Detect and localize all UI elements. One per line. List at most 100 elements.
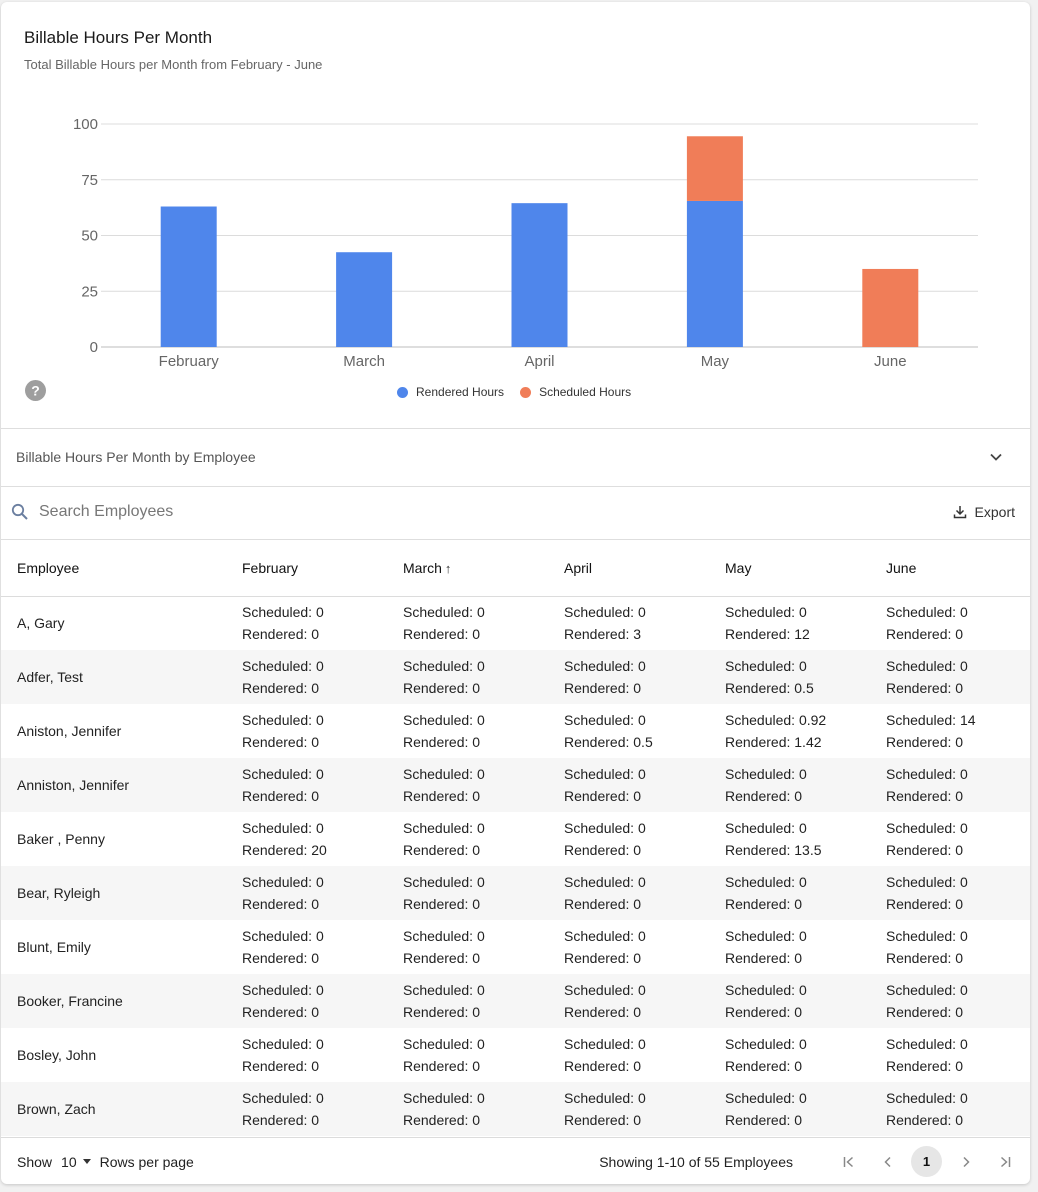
- page-button-current[interactable]: 1: [911, 1146, 942, 1177]
- help-icon[interactable]: ?: [25, 380, 46, 401]
- rendered-value: Rendered: 0: [886, 842, 964, 858]
- rendered-value: Rendered: 0: [403, 950, 481, 966]
- scheduled-value: Scheduled: 0: [242, 982, 324, 998]
- cell-april: Scheduled: 0 Rendered: 0: [564, 920, 725, 974]
- scheduled-value: Scheduled: 0: [725, 982, 807, 998]
- scheduled-value: Scheduled: 0: [725, 658, 807, 674]
- legend-item-rendered[interactable]: Rendered Hours: [397, 385, 504, 399]
- column-header-june[interactable]: June: [886, 540, 1030, 596]
- rendered-value: Rendered: 0: [403, 896, 481, 912]
- table-row: Blunt, Emily Scheduled: 0 Rendered: 0 Sched…: [1, 920, 1030, 974]
- rendered-value: Rendered: 0: [403, 626, 481, 643]
- bar-rendered: [336, 252, 393, 347]
- scheduled-value: Scheduled: 0: [886, 874, 968, 890]
- cell-june: Scheduled: 0 Rendered: 0: [886, 650, 1030, 704]
- bar-rendered: [686, 200, 743, 347]
- scheduled-value: Scheduled: 0: [886, 820, 968, 836]
- cell-june: Scheduled: 0 Rendered: 0: [886, 1028, 1030, 1082]
- caret-down-icon: [82, 1159, 91, 1164]
- cell-may: Scheduled: 0 Rendered: 0: [725, 1028, 886, 1082]
- column-header-february[interactable]: February: [242, 540, 403, 596]
- scheduled-value: Scheduled: 0: [886, 766, 968, 782]
- cell-april: Scheduled: 0 Rendered: 0: [564, 812, 725, 866]
- rendered-value: Rendered: 0: [725, 1112, 803, 1128]
- divider: [1, 486, 1030, 487]
- rows-per-page-label: Rows per page: [99, 1153, 194, 1170]
- column-header-april[interactable]: April: [564, 540, 725, 596]
- scheduled-value: Scheduled: 0: [403, 604, 485, 621]
- cell-june: Scheduled: 0 Rendered: 0: [886, 920, 1030, 974]
- last-page-button[interactable]: [989, 1146, 1020, 1177]
- table-row: Adfer, Test Scheduled: 0 Rendered: 0 Schedu…: [1, 650, 1030, 704]
- cell-february: Scheduled: 0 Rendered: 20: [242, 812, 403, 866]
- x-tick-label: May: [701, 353, 730, 370]
- scheduled-value: Scheduled: 0: [242, 874, 324, 890]
- rendered-value: Rendered: 0: [725, 950, 803, 966]
- first-page-button[interactable]: [833, 1146, 864, 1177]
- cell-april: Scheduled: 0 Rendered: 0: [564, 1028, 725, 1082]
- chevron-down-icon[interactable]: [987, 448, 1005, 466]
- scheduled-value: Scheduled: 0: [242, 1090, 324, 1106]
- employee-section-toggle[interactable]: Billable Hours Per Month by Employee: [1, 429, 1030, 485]
- y-tick-label: 25: [81, 283, 98, 300]
- cell-april: Scheduled: 0 Rendered: 0: [564, 650, 725, 704]
- rendered-value: Rendered: 0.5: [725, 680, 814, 696]
- rendered-value: Rendered: 0: [242, 1112, 320, 1128]
- chart-title: Billable Hours Per Month: [24, 28, 213, 47]
- rendered-value: Rendered: 0: [886, 896, 964, 912]
- bar-rendered: [511, 203, 568, 347]
- column-header-may[interactable]: May: [725, 540, 886, 596]
- column-header-employee[interactable]: Employee: [1, 540, 242, 596]
- rendered-value: Rendered: 0: [242, 896, 320, 912]
- scheduled-value: Scheduled: 0: [886, 604, 968, 621]
- employee-name: Baker , Penny: [17, 831, 105, 847]
- scheduled-value: Scheduled: 0: [725, 604, 807, 621]
- rows-per-page-select[interactable]: 10: [61, 1154, 91, 1170]
- cell-february: Scheduled: 0 Rendered: 0: [242, 974, 403, 1028]
- employee-name: Blunt, Emily: [17, 939, 91, 955]
- cell-may: Scheduled: 0 Rendered: 0: [725, 866, 886, 920]
- legend-item-scheduled[interactable]: Scheduled Hours: [520, 385, 631, 399]
- column-header-label: February: [242, 559, 299, 576]
- rendered-value: Rendered: 3: [564, 626, 642, 643]
- rendered-value: Rendered: 0: [564, 788, 642, 804]
- cell-february: Scheduled: 0 Rendered: 0: [242, 704, 403, 758]
- cell-february: Scheduled: 0 Rendered: 0: [242, 920, 403, 974]
- rendered-value: Rendered: 0: [403, 1004, 481, 1020]
- divider: [1, 539, 1030, 540]
- cell-june: Scheduled: 14 Rendered: 0: [886, 704, 1030, 758]
- scheduled-value: Scheduled: 0: [886, 1090, 968, 1106]
- x-tick-label: February: [159, 353, 220, 370]
- show-label: Show: [17, 1153, 53, 1170]
- cell-april: Scheduled: 0 Rendered: 0: [564, 1082, 725, 1136]
- cell-march: Scheduled: 0 Rendered: 0: [403, 596, 564, 650]
- employee-name: Bosley, John: [17, 1047, 97, 1063]
- cell-march: Scheduled: 0 Rendered: 0: [403, 812, 564, 866]
- next-page-button[interactable]: [950, 1146, 981, 1177]
- cell-march: Scheduled: 0 Rendered: 0: [403, 974, 564, 1028]
- billable-hours-chart: 0 25 50 75 100 February March April May June: [73, 116, 978, 370]
- scheduled-value: Scheduled: 0: [564, 604, 646, 621]
- cell-june: Scheduled: 0 Rendered: 0: [886, 1082, 1030, 1136]
- rendered-value: Rendered: 20: [242, 842, 327, 858]
- cell-april: Scheduled: 0 Rendered: 0: [564, 866, 725, 920]
- employee-name: Bear, Ryleigh: [17, 885, 101, 901]
- scheduled-value: Scheduled: 0: [564, 928, 646, 944]
- cell-march: Scheduled: 0 Rendered: 0: [403, 650, 564, 704]
- scheduled-value: Scheduled: 0: [242, 712, 324, 728]
- rendered-value: Rendered: 0: [886, 1058, 964, 1074]
- rendered-value: Rendered: 0: [886, 680, 964, 696]
- table-row: Baker , Penny Scheduled: 0 Rendered: 20 Sch…: [1, 812, 1030, 866]
- column-header-march[interactable]: March ↑: [403, 540, 564, 596]
- scheduled-value: Scheduled: 0: [564, 1036, 646, 1052]
- rendered-value: Rendered: 0: [886, 1004, 964, 1020]
- scheduled-value: Scheduled: 0: [886, 928, 968, 944]
- rendered-value: Rendered: 0: [886, 626, 964, 643]
- previous-page-button[interactable]: [872, 1146, 903, 1177]
- cell-february: Scheduled: 0 Rendered: 0: [242, 596, 403, 650]
- rendered-value: Rendered: 0: [886, 1112, 964, 1128]
- export-button[interactable]: Export: [953, 504, 1015, 520]
- cell-february: Scheduled: 0 Rendered: 0: [242, 1028, 403, 1082]
- search-input[interactable]: [37, 502, 741, 522]
